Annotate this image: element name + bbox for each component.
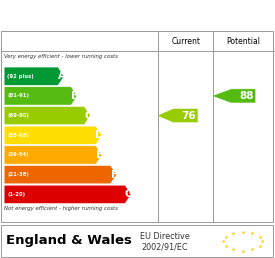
Text: Very energy efficient - lower running costs: Very energy efficient - lower running co… (4, 54, 118, 59)
Polygon shape (4, 126, 102, 144)
Text: (55-68): (55-68) (7, 133, 29, 138)
Text: A: A (58, 71, 66, 81)
Polygon shape (4, 67, 64, 85)
Text: 76: 76 (181, 111, 196, 120)
Polygon shape (4, 165, 117, 184)
Polygon shape (4, 146, 102, 164)
Text: (39-54): (39-54) (7, 152, 29, 157)
Text: England & Wales: England & Wales (6, 234, 131, 247)
Text: Energy Efficiency Rating: Energy Efficiency Rating (8, 8, 210, 23)
Text: F: F (111, 170, 118, 180)
Text: B: B (71, 91, 79, 101)
Text: (69-80): (69-80) (7, 113, 29, 118)
Text: Not energy efficient - higher running costs: Not energy efficient - higher running co… (4, 206, 118, 211)
Text: G: G (125, 189, 133, 199)
Text: EU Directive: EU Directive (140, 232, 190, 241)
Text: E: E (96, 150, 103, 160)
Polygon shape (157, 109, 198, 123)
Text: 88: 88 (239, 91, 253, 101)
Text: D: D (95, 130, 104, 140)
Text: C: C (84, 111, 92, 120)
Text: (92 plus): (92 plus) (7, 74, 34, 79)
Text: (1-20): (1-20) (7, 192, 26, 197)
Text: Current: Current (171, 37, 200, 46)
Text: (21-38): (21-38) (7, 172, 29, 177)
Text: 2002/91/EC: 2002/91/EC (142, 242, 188, 251)
Text: Potential: Potential (226, 37, 260, 46)
Polygon shape (212, 89, 256, 103)
Text: (81-91): (81-91) (7, 93, 29, 98)
Polygon shape (4, 185, 131, 204)
Polygon shape (4, 107, 90, 125)
Polygon shape (4, 87, 77, 105)
